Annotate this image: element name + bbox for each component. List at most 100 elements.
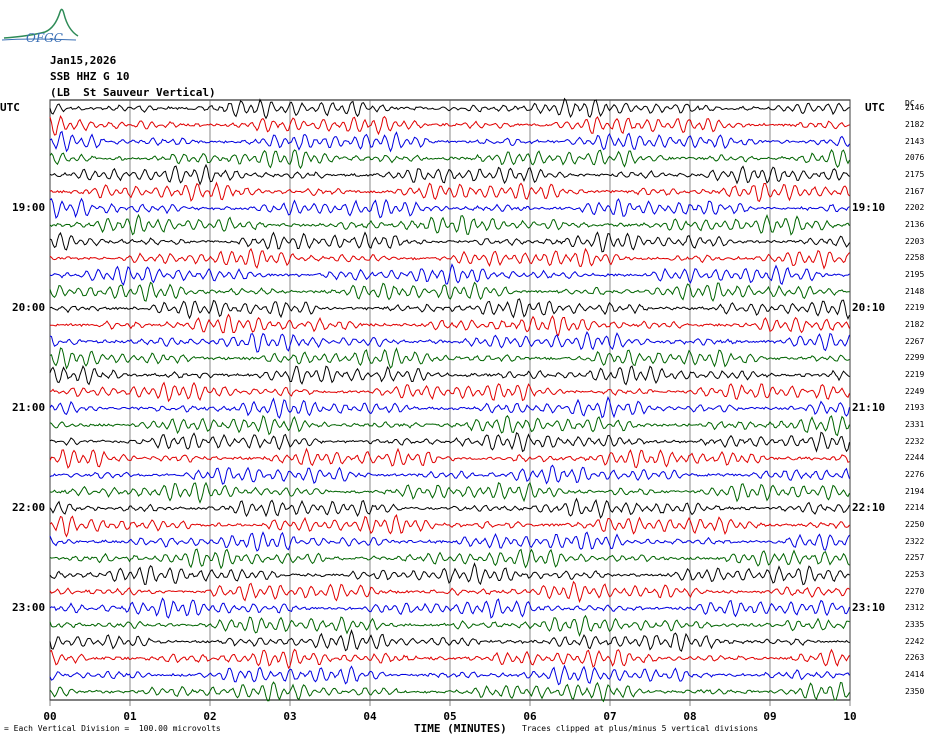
dc-offset-label: 2219 [905,370,925,379]
left-hour-label: 22:00 [12,501,46,515]
dc-offset-label: 2148 [905,286,925,296]
x-tick-label: 06 [523,710,537,723]
clip-note: Traces clipped at plus/minus 5 vertical … [522,724,759,733]
right-hour-label: 22:10 [852,501,886,515]
right-hour-label: 19:10 [852,201,886,215]
trace-line [49,298,850,321]
scale-note: = Each Vertical Division = 100.00 microv… [4,724,221,733]
trace-line [49,431,850,453]
trace-line [49,130,850,153]
trace-line [49,464,850,485]
trace-line [49,664,850,686]
dc-offset-label: 2194 [905,486,925,496]
logo-text: OFGC [26,31,63,44]
x-tick-label: 02 [203,710,217,723]
trace-line [49,247,850,270]
right-hour-label: 20:10 [852,301,886,315]
x-tick-label: 03 [283,710,297,723]
x-tick-label: 00 [43,710,57,723]
dc-offset-label: 2202 [905,203,925,213]
dc-offset-label: 2146 [905,103,925,113]
right-axis-title: UTC [865,101,885,114]
trace-line [49,447,850,469]
x-tick-label: 08 [683,710,697,723]
dc-offset-label: 2322 [905,536,925,546]
trace-line [49,514,850,538]
trace-line [49,614,850,637]
dc-offset-label: 2167 [905,186,925,196]
trace-line [49,330,850,353]
right-hour-label: 21:10 [852,401,886,415]
trace-line [49,497,850,519]
dc-offset-label: 2232 [905,436,925,446]
trace-line [49,531,850,552]
right-hour-label: 23:10 [852,601,886,615]
date-label: Jan15,2026 [50,54,117,67]
left-hour-label: 23:00 [12,601,46,615]
trace-line [49,231,850,253]
x-axis-title: TIME (MINUTES) [414,722,507,735]
x-tick-label: 07 [603,710,617,723]
channel-label: SSB HHZ G 10 [50,70,130,83]
dc-offset-label: 2219 [905,303,925,313]
dc-offset-label: 2244 [905,453,925,463]
trace-line [49,163,850,186]
trace-line [49,629,850,652]
ofgc-logo: OFGC [1,8,79,44]
trace-line [49,395,850,419]
left-hour-label: 21:00 [12,401,46,415]
trace-line [49,347,850,370]
dc-offset-label: 2276 [905,470,925,479]
x-tick-label: 05 [443,710,457,723]
x-tick-label: 04 [363,710,377,723]
x-tick-label: 09 [763,710,777,723]
x-tick-label: 01 [123,710,137,723]
dc-offset-label: 2214 [905,503,925,513]
dc-offset-label: 2350 [905,686,925,696]
trace-line [49,263,850,286]
dc-offset-label: 2414 [905,670,925,679]
x-tick-label: 10 [843,710,857,723]
dc-offset-label: 2195 [905,270,925,279]
dc-offset-label: 2076 [905,153,925,163]
dc-offset-label: 2242 [905,636,925,646]
trace-line [49,681,850,703]
dc-offset-label: 2312 [905,603,925,613]
dc-offset-label: 2270 [905,586,925,596]
trace-line [49,580,850,604]
left-hour-label: 19:00 [12,201,46,215]
trace-line [49,149,850,170]
trace-line [49,114,850,136]
dc-offset-label: 2182 [905,120,925,129]
dc-offset-label: 2335 [905,620,925,629]
trace-line [49,562,850,586]
dc-offset-label: 2249 [905,386,925,396]
dc-offset-label: 2193 [905,403,925,413]
dc-header: DC [905,99,915,108]
trace-line [49,181,850,202]
dc-offset-label: 2203 [905,236,925,246]
trace-line [49,548,850,570]
dc-offset-label: 2267 [905,336,925,346]
dc-offset-label: 2257 [905,553,925,563]
trace-line [49,481,850,504]
dc-offset-label: 2253 [905,570,925,579]
dc-offset-label: 2331 [905,420,925,429]
dc-offset-label: 2299 [905,353,925,363]
trace-line [49,213,850,236]
trace-line [49,648,850,670]
trace-line [49,597,850,619]
trace-line [49,364,850,386]
dc-offset-label: 2175 [905,170,925,179]
dc-offset-label: 2136 [905,220,925,229]
dc-offset-label: 2250 [905,520,925,529]
trace-line [49,97,850,120]
dc-offset-label: 2263 [905,653,925,663]
trace-line [50,313,850,337]
trace-line [49,381,850,403]
dc-offset-label: 2182 [905,320,925,329]
trace-line [49,414,850,437]
station-label: (LB St Sauveur Vertical) [50,86,216,99]
left-axis-title: UTC [0,101,20,114]
